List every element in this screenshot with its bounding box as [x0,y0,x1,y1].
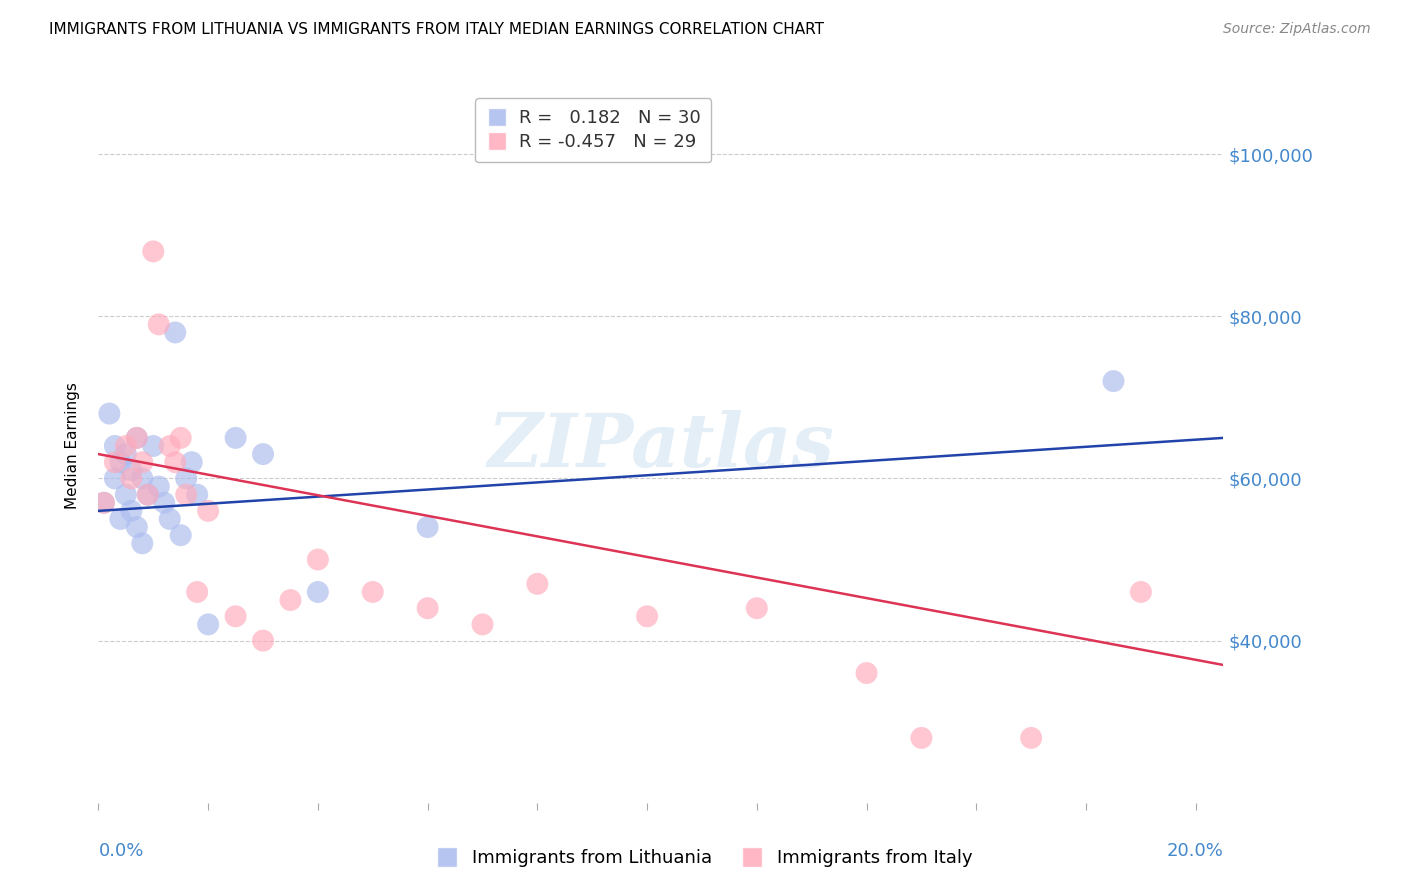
Point [174,471,197,485]
Point [307,552,329,566]
Point [115,447,138,461]
Point [148,318,170,332]
Point [93,496,115,510]
Point [125,520,148,534]
Point [125,431,148,445]
Point [136,488,159,502]
Point [170,528,193,542]
Point [174,488,197,502]
Point [165,455,187,469]
Point [197,504,219,518]
Y-axis label: Median Earnings: Median Earnings [65,383,80,509]
Text: 0.0%: 0.0% [98,842,143,860]
Point [93,496,115,510]
Point [416,601,439,615]
Point [120,471,142,485]
Point [252,633,274,648]
Text: 20.0%: 20.0% [1167,842,1223,860]
Point [136,488,159,502]
Point [110,512,132,526]
Point [186,488,208,502]
Point [197,617,219,632]
Point [165,326,187,340]
Legend: Immigrants from Lithuania, Immigrants from Italy: Immigrants from Lithuania, Immigrants fr… [426,842,980,874]
Point [120,463,142,477]
Point [252,447,274,461]
Point [855,666,877,681]
Point [416,520,439,534]
Point [1129,585,1152,599]
Point [180,455,202,469]
Point [120,504,142,518]
Point [361,585,384,599]
Point [186,585,208,599]
Point [115,488,138,502]
Point [104,471,127,485]
Point [159,512,181,526]
Text: IMMIGRANTS FROM LITHUANIA VS IMMIGRANTS FROM ITALY MEDIAN EARNINGS CORRELATION C: IMMIGRANTS FROM LITHUANIA VS IMMIGRANTS … [49,22,824,37]
Point [148,479,170,493]
Point [104,455,127,469]
Point [142,244,165,259]
Point [159,439,181,453]
Point [153,496,176,510]
Point [115,439,138,453]
Point [131,471,153,485]
Point [636,609,658,624]
Point [142,439,165,453]
Point [110,455,132,469]
Text: ZIPatlas: ZIPatlas [488,409,834,483]
Point [131,455,153,469]
Point [1102,374,1125,388]
Point [170,431,193,445]
Point [125,431,148,445]
Point [225,431,247,445]
Point [104,439,127,453]
Point [280,593,302,607]
Point [131,536,153,550]
Point [526,577,548,591]
Point [225,609,247,624]
Text: Source: ZipAtlas.com: Source: ZipAtlas.com [1223,22,1371,37]
Point [98,407,121,421]
Point [1019,731,1042,745]
Legend: R =   0.182   N = 30, R = -0.457   N = 29: R = 0.182 N = 30, R = -0.457 N = 29 [475,98,711,162]
Point [910,731,932,745]
Point [307,585,329,599]
Point [471,617,494,632]
Point [745,601,768,615]
